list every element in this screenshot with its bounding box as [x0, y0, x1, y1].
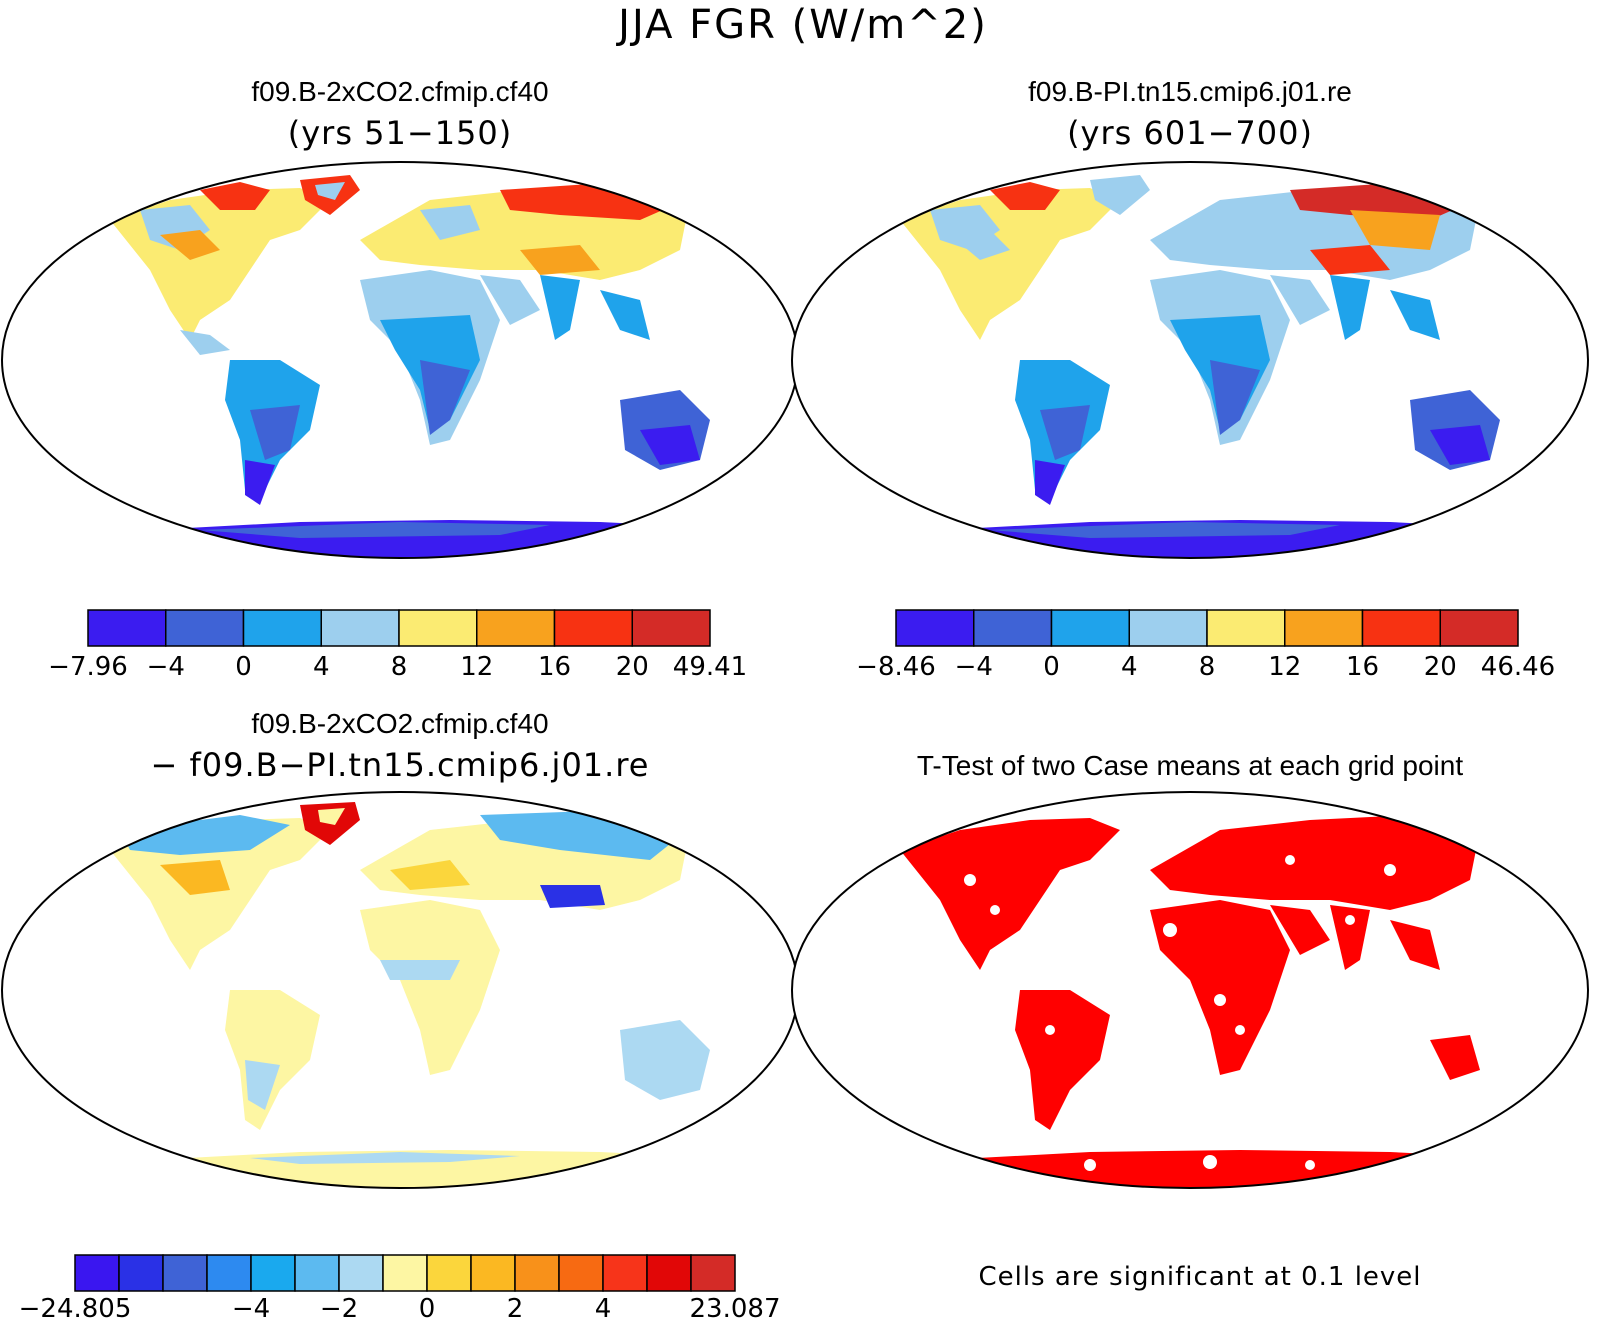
colorbar-case2-swatch — [1361, 609, 1441, 647]
colorbar-case1-tick-label: −4 — [146, 652, 185, 682]
colorbar-case1-tick-label: 49.41 — [672, 652, 748, 682]
colorbar-diff-tick-label: 4 — [594, 1294, 612, 1324]
colorbar-case2-swatch — [1284, 609, 1364, 647]
map-ttest — [791, 791, 1589, 1189]
colorbar-case2-swatch — [1439, 609, 1519, 647]
colorbar-case2-swatch — [1128, 609, 1208, 647]
colorbar-case2-swatch — [1050, 609, 1130, 647]
colorbar-case1-tick-label: 12 — [460, 652, 494, 682]
colorbar-case2-swatch — [895, 609, 975, 647]
map-case2 — [791, 161, 1589, 559]
colorbar-diff-swatch — [602, 1254, 648, 1292]
colorbar-case2-tick-label: −4 — [954, 652, 993, 682]
colorbar-diff-tick-label: −2 — [319, 1294, 359, 1324]
colorbar-diff-swatch — [558, 1254, 604, 1292]
colorbar-diff-swatch — [514, 1254, 560, 1292]
colorbar-case1-swatch — [242, 609, 322, 647]
colorbar-case1-swatch — [553, 609, 633, 647]
colorbar-diff-swatch — [338, 1254, 384, 1292]
colorbar-case1-swatch — [631, 609, 711, 647]
panel-diff-title: f09.B-2xCO2.cfmip.cf40 — [251, 708, 549, 739]
colorbar-diff-tick-label: 2 — [506, 1294, 524, 1324]
panel-case1-subtitle: (yrs 51−150) — [287, 114, 513, 152]
map-diff — [1, 791, 799, 1189]
map-case1 — [1, 161, 799, 559]
colorbar-diff-swatch — [426, 1254, 472, 1292]
colorbar-case1 — [87, 609, 711, 647]
colorbar-case1-tick-label: 4 — [312, 652, 330, 682]
colorbar-diff-swatch — [470, 1254, 516, 1292]
colorbar-case2-tick-label: −8.46 — [856, 652, 936, 682]
colorbar-case1-swatch — [165, 609, 245, 647]
colorbar-case2-ticks: −8.46 −4 0 4 8 12 16 20 46.46 — [856, 652, 1555, 686]
ttest-note: Cells are significant at 0.1 level — [978, 1262, 1422, 1292]
colorbar-diff-swatch — [382, 1254, 428, 1292]
colorbar-case1-tick-label: 20 — [615, 652, 649, 682]
colorbar-diff-swatch — [690, 1254, 736, 1292]
colorbar-diff-swatch — [646, 1254, 692, 1292]
colorbar-diff-swatch — [162, 1254, 208, 1292]
colorbar-diff-tick-label: 23.087 — [689, 1294, 781, 1324]
figure-title: JJA FGR (W/m^2) — [618, 2, 988, 48]
colorbar-diff-swatch — [118, 1254, 164, 1292]
colorbar-case2-tick-label: 46.46 — [1480, 652, 1556, 682]
colorbar-case1-tick-label: 16 — [537, 652, 572, 682]
colorbar-case1-swatch — [398, 609, 478, 647]
colorbar-diff — [74, 1254, 736, 1292]
colorbar-case2-swatch — [1206, 609, 1286, 647]
colorbar-diff-swatch — [206, 1254, 252, 1292]
panel-diff-subtitle: − f09.B−PI.tn15.cmip6.j01.re — [150, 746, 650, 784]
colorbar-case2-tick-label: 4 — [1120, 652, 1138, 682]
colorbar-case2-tick-label: 0 — [1043, 652, 1060, 682]
panel-case2-title: f09.B-PI.tn15.cmip6.j01.re — [1028, 76, 1352, 107]
colorbar-case2-tick-label: 12 — [1268, 652, 1302, 682]
colorbar-diff-tick-label: −24.805 — [18, 1294, 132, 1324]
colorbar-case2 — [895, 609, 1519, 647]
colorbar-case2-tick-label: 20 — [1423, 652, 1457, 682]
colorbar-case1-swatch — [476, 609, 556, 647]
panel-case1-title: f09.B-2xCO2.cfmip.cf40 — [251, 76, 549, 107]
colorbar-case1-tick-label: −7.96 — [48, 652, 128, 682]
colorbar-case2-tick-label: 16 — [1345, 652, 1380, 682]
colorbar-case2-swatch — [973, 609, 1053, 647]
colorbar-case1-tick-label: 0 — [235, 652, 252, 682]
colorbar-diff-swatch — [74, 1254, 120, 1292]
colorbar-diff-tick-label: 0 — [418, 1294, 436, 1324]
panel-case2-subtitle: (yrs 601−700) — [1067, 114, 1313, 152]
colorbar-diff-swatch — [250, 1254, 296, 1292]
colorbar-case1-swatch — [87, 609, 167, 647]
colorbar-diff-tick-label: −4 — [231, 1294, 271, 1324]
panel-ttest-title: T-Test of two Case means at each grid po… — [916, 750, 1464, 781]
colorbar-case1-tick-label: 8 — [390, 652, 408, 682]
colorbar-case1-swatch — [320, 609, 400, 647]
colorbar-diff-swatch — [294, 1254, 340, 1292]
colorbar-case2-tick-label: 8 — [1198, 652, 1216, 682]
colorbar-case1-ticks: −7.96 −4 0 4 8 12 16 20 49.41 — [48, 652, 747, 686]
colorbar-diff-ticks: −24.805 −4 −2 0 2 4 23.087 — [19, 1294, 781, 1326]
